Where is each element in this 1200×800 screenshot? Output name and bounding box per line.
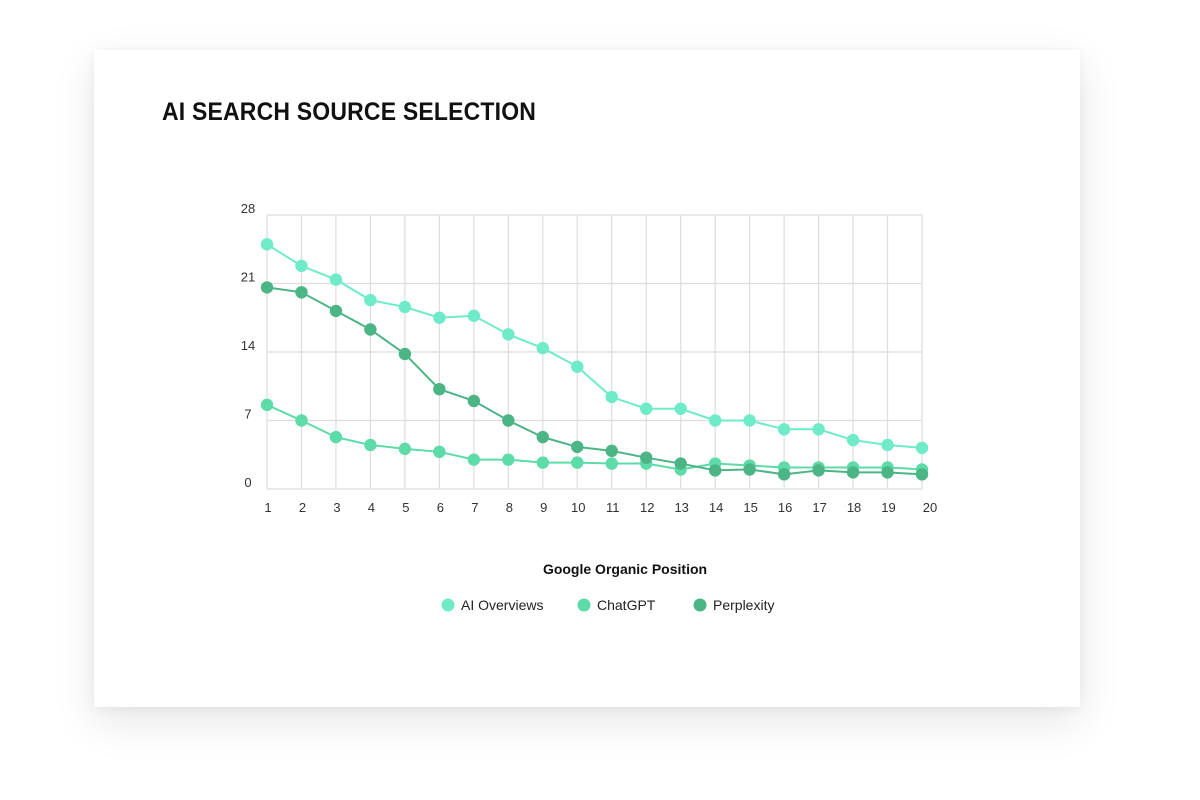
x-tick-label: 17 [812, 500, 826, 515]
x-tick-label: 18 [847, 500, 861, 515]
series-group [260, 238, 929, 481]
data-point [743, 463, 756, 476]
data-point [467, 394, 481, 408]
x-tick-label: 7 [471, 500, 478, 515]
data-point [536, 430, 549, 444]
data-point [364, 323, 377, 336]
x-tick-label: 1 [264, 500, 271, 515]
x-tick-label: 14 [709, 500, 723, 515]
data-point [674, 402, 687, 415]
data-point [915, 468, 929, 481]
data-point [433, 311, 446, 324]
data-point [743, 414, 756, 427]
legend-marker [577, 598, 591, 612]
data-point [467, 453, 481, 466]
x-tick-label: 11 [606, 500, 620, 515]
x-tick-label: 5 [402, 500, 409, 515]
data-point [398, 442, 412, 456]
data-point [295, 286, 308, 299]
data-point [329, 273, 343, 286]
data-point [881, 438, 894, 452]
data-point [640, 451, 653, 464]
chart-card: AI SEARCH SOURCE SELECTION [94, 50, 1080, 707]
data-point [467, 309, 481, 322]
data-point [260, 398, 274, 412]
x-tick-label: 10 [571, 500, 585, 515]
data-point [295, 414, 308, 427]
y-tick-label: 7 [244, 407, 251, 422]
data-point [605, 390, 618, 404]
data-point [502, 414, 515, 427]
x-tick-label: 13 [674, 500, 688, 515]
data-point [812, 423, 825, 436]
data-point [502, 453, 515, 466]
data-point [398, 300, 412, 314]
data-point [571, 440, 584, 454]
x-tick-label: 9 [540, 500, 547, 515]
legend-marker [693, 598, 707, 612]
data-point [777, 468, 791, 481]
x-axis-label: Google Organic Position [543, 561, 707, 577]
data-point [433, 382, 446, 396]
x-tick-label: 20 [923, 500, 937, 515]
legend-item: ChatGPT [577, 597, 656, 613]
series-line [266, 243, 923, 449]
legend: AI Overviews ChatGPT Perplexity [441, 597, 774, 613]
data-point [364, 438, 377, 452]
y-tick-label: 0 [244, 475, 251, 490]
series-perplexity [260, 281, 929, 481]
data-point [708, 414, 722, 427]
data-point [777, 423, 791, 436]
data-point [812, 464, 825, 477]
x-tick-label: 6 [437, 500, 444, 515]
data-point [433, 445, 446, 459]
x-tick-label: 19 [881, 500, 895, 515]
y-axis-ticks: 0 7 14 21 28 [241, 201, 255, 490]
data-point [915, 441, 929, 455]
y-tick-label: 28 [241, 201, 255, 216]
data-point [708, 464, 722, 477]
data-point [640, 402, 653, 415]
data-point [605, 457, 618, 470]
data-point [502, 328, 515, 341]
y-tick-label: 21 [241, 270, 255, 285]
x-tick-label: 4 [368, 500, 375, 515]
series-ai-overviews [260, 238, 929, 455]
legend-label: ChatGPT [597, 597, 656, 613]
data-point [398, 347, 412, 361]
legend-label: Perplexity [713, 597, 774, 613]
data-point [536, 341, 549, 355]
data-point [260, 281, 274, 294]
x-tick-label: 2 [299, 500, 306, 515]
data-point [329, 430, 343, 444]
series-chatgpt [260, 398, 929, 476]
x-tick-label: 16 [778, 500, 792, 515]
data-point [846, 466, 860, 479]
data-point [329, 304, 343, 318]
data-point [260, 238, 274, 251]
data-point [295, 259, 308, 273]
x-tick-label: 12 [640, 500, 654, 515]
data-point [881, 466, 894, 479]
chart-title: AI SEARCH SOURCE SELECTION [162, 98, 537, 126]
legend-marker [441, 598, 455, 612]
data-point [536, 456, 549, 469]
series-line [266, 403, 923, 471]
x-tick-label: 3 [333, 500, 340, 515]
x-axis-ticks: 1 2 3 4 5 6 7 8 9 10 11 12 13 14 15 16 17 18 19 20 [264, 500, 937, 515]
x-tick-label: 15 [743, 500, 757, 515]
legend-item: AI Overviews [441, 597, 543, 613]
y-tick-label: 14 [241, 338, 255, 353]
legend-label: AI Overviews [461, 597, 543, 613]
data-point [846, 433, 860, 447]
data-point [571, 360, 584, 373]
x-tick-label: 8 [506, 500, 513, 515]
data-point [571, 456, 584, 469]
data-point [674, 457, 687, 470]
data-point [364, 293, 377, 307]
data-point [605, 444, 618, 458]
legend-item: Perplexity [693, 597, 774, 613]
